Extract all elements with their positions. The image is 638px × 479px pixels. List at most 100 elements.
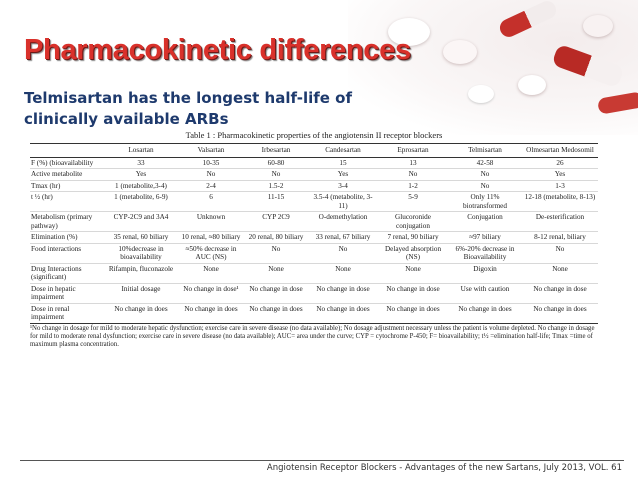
row-label: Dose in renal impairment: [30, 303, 104, 324]
table-cell: 5-9: [378, 191, 448, 212]
row-label: Drug Interactions (significant): [30, 263, 104, 284]
table-cell: Delayed absorption (NS): [378, 243, 448, 264]
table-row: Tmax (hr) 1 (metabolite,3-4) 2-4 1.5-2 3…: [30, 180, 598, 192]
table-cell: Yes: [308, 168, 378, 181]
table-cell: No change in does: [448, 303, 522, 324]
table-cell: 15: [308, 157, 378, 169]
header-cell: Valsartan: [178, 143, 244, 158]
table-cell: 42-58: [448, 157, 522, 169]
table-cell: No: [522, 243, 598, 264]
table-cell: 1 (metabolite,3-4): [104, 180, 178, 192]
table-cell: O-demethylation: [308, 211, 378, 232]
table-cell: 35 renal, 60 biliary: [104, 231, 178, 244]
table-cell: No: [244, 168, 308, 181]
slide-footer: Angiotensin Receptor Blockers - Advantag…: [266, 463, 622, 473]
table-row: Drug Interactions (significant) Rifampin…: [30, 263, 598, 284]
table-cell: No: [244, 243, 308, 264]
row-label: Tmax (hr): [30, 180, 104, 192]
table-cell: Only 11% biotransformed: [448, 191, 522, 212]
table-cell: No change in dose: [308, 283, 378, 304]
table-caption: Table 1 : Pharmacokinetic properties of …: [185, 130, 443, 140]
table-cell: No change in dose: [522, 283, 598, 304]
table-cell: ≈97 biliary: [448, 231, 522, 244]
table-cell: 6: [178, 191, 244, 212]
table-cell: Conjugation: [448, 211, 522, 232]
header-cell: Eprosartan: [378, 143, 448, 158]
table-cell: 1-2: [378, 180, 448, 192]
table-cell: 8-12 renal, biliary: [522, 231, 598, 244]
table-cell: 3-4: [308, 180, 378, 192]
table-cell: Initial dosage: [104, 283, 178, 304]
table-row: Active metabolite Yes No No Yes No No Ye…: [30, 168, 598, 181]
table-row: Metabolism (primary pathway) CYP-2C9 and…: [30, 211, 598, 232]
table-cell: No change in does: [308, 303, 378, 324]
table-cell: 26: [522, 157, 598, 169]
table-cell: 7 renal, 90 biliary: [378, 231, 448, 244]
table-cell: Glucoronide conjugation: [378, 211, 448, 232]
header-cell: Irbesartan: [244, 143, 308, 158]
table-cell: 1 (metabolite, 6-9): [104, 191, 178, 212]
table-cell: Yes: [104, 168, 178, 181]
footer-divider: [20, 460, 624, 461]
table-cell: 60-80: [244, 157, 308, 169]
table-cell: 12-18 (metabolite, 8-13): [522, 191, 598, 212]
table-cell: 1-3: [522, 180, 598, 192]
table-cell: CYP 2C9: [244, 211, 308, 232]
table-cell: No change in does: [378, 303, 448, 324]
header-cell: Olmesartan Medosomil: [522, 143, 598, 158]
table-cell: No: [178, 168, 244, 181]
table-cell: CYP-2C9 and 3A4: [104, 211, 178, 232]
table-cell: No: [448, 180, 522, 192]
table-row: Dose in hepatic impairment Initial dosag…: [30, 283, 598, 304]
table-cell: 13: [378, 157, 448, 169]
table-cell: None: [308, 263, 378, 284]
table-cell: No change in dose: [378, 283, 448, 304]
header-cell: Candesartan: [308, 143, 378, 158]
table-cell: 33: [104, 157, 178, 169]
row-label: Elimination (%): [30, 231, 104, 244]
table-cell: 10-35: [178, 157, 244, 169]
row-label: Metabolism (primary pathway): [30, 211, 104, 232]
table-row: Elimination (%) 35 renal, 60 biliary 10 …: [30, 231, 598, 244]
table-cell: 6%-20% decrease in Bioavailability: [448, 243, 522, 264]
table-cell: 33 renal, 67 biliary: [308, 231, 378, 244]
table-cell: 3.5-4 (metabolite, 3-11): [308, 191, 378, 212]
header-cell: Telmisartan: [448, 143, 522, 158]
table-cell: 2-4: [178, 180, 244, 192]
table-cell: None: [522, 263, 598, 284]
table-cell: De-esterification: [522, 211, 598, 232]
table-cell: No: [308, 243, 378, 264]
pills-background-image: [348, 0, 638, 135]
table-footnote: ¹No change in dosage for mild to moderat…: [30, 324, 595, 348]
table-cell: Unknown: [178, 211, 244, 232]
table-cell: 10 renal, ≈80 biliary: [178, 231, 244, 244]
table-cell: 1.5-2: [244, 180, 308, 192]
table-cell: No: [448, 168, 522, 181]
table-cell: No change in does: [178, 303, 244, 324]
table-cell: 20 renal, 80 biliary: [244, 231, 308, 244]
row-label: Dose in hepatic impairment: [30, 283, 104, 304]
header-cell: Losartan: [104, 143, 178, 158]
table-row: Food interactions 10%decrease in bioavai…: [30, 243, 598, 264]
table-cell: Digoxin: [448, 263, 522, 284]
table-cell: None: [178, 263, 244, 284]
header-cell: [30, 143, 104, 158]
table-cell: No change in does: [104, 303, 178, 324]
table-row: Dose in renal impairment No change in do…: [30, 303, 598, 324]
slide-subtitle: Telmisartan has the longest half-life of…: [24, 89, 352, 128]
table-cell: No change in dose: [244, 283, 308, 304]
pharmacokinetic-table: Losartan Valsartan Irbesartan Candesarta…: [30, 143, 598, 324]
slide-title: Pharmacokinetic differences: [24, 34, 411, 66]
table-header-row: Losartan Valsartan Irbesartan Candesarta…: [30, 143, 598, 158]
table-cell: 11-15: [244, 191, 308, 212]
table-row: F (%) (bioavailability 33 10-35 60-80 15…: [30, 157, 598, 169]
table-cell: None: [244, 263, 308, 284]
pharmacokinetic-table-container: Table 1 : Pharmacokinetic properties of …: [30, 130, 598, 349]
table-cell: No change in dose¹: [178, 283, 244, 304]
table-cell: None: [378, 263, 448, 284]
row-label: Active metabolite: [30, 168, 104, 181]
table-cell: Yes: [522, 168, 598, 181]
table-row: t ½ (hr) 1 (metabolite, 6-9) 6 11-15 3.5…: [30, 191, 598, 212]
table-cell: No: [378, 168, 448, 181]
table-cell: Use with caution: [448, 283, 522, 304]
